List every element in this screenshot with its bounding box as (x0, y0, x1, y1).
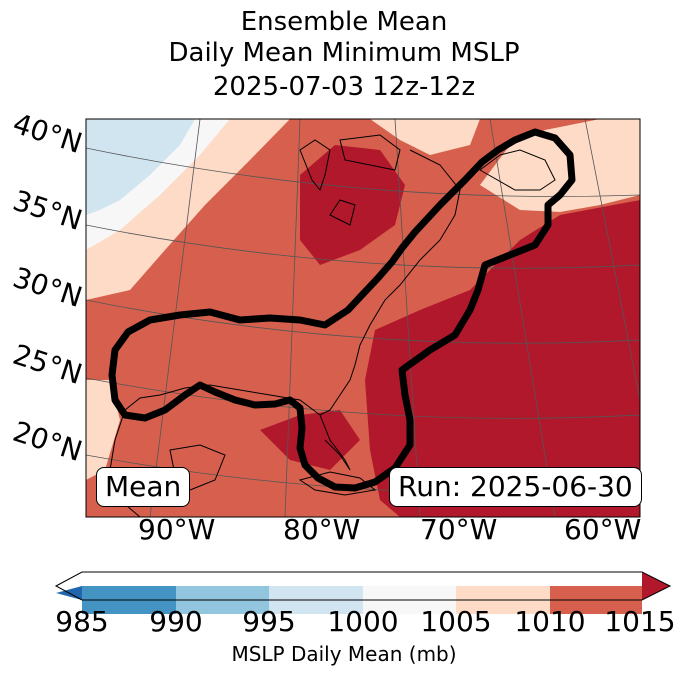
title-line-1: Ensemble Mean (240, 7, 448, 37)
region-outline (108, 128, 576, 492)
colorbar-tick-985: 985 (55, 605, 109, 638)
field-1015-florida (260, 410, 360, 470)
lon-label-80w: 80°W (283, 513, 361, 546)
colorbar (54, 571, 672, 614)
colorbar-tick-1005: 1005 (420, 605, 492, 638)
field-1015-ocean (365, 200, 640, 517)
lon-label-60w: 60°W (564, 513, 642, 546)
colorbar-tick-1000: 1000 (327, 605, 399, 638)
lon-label-90w: 90°W (138, 513, 216, 546)
field-995-1000 (86, 119, 195, 215)
field-1015-lakes (300, 145, 405, 265)
title-line-3: 2025-07-03 12z-12z (212, 72, 476, 102)
title-line-2: Daily Mean Minimum MSLP (168, 38, 520, 68)
field-1005-1010-north (370, 119, 480, 155)
run-date-box: Run: 2025-06-30 (389, 467, 642, 507)
map-panel (86, 119, 640, 517)
colorbar-extend-high (642, 572, 670, 600)
colorbar-label: MSLP Daily Mean (mb) (231, 642, 457, 666)
mean-label-box: Mean (96, 467, 191, 507)
map-frame (85, 118, 641, 518)
colorbar-tick-995: 995 (242, 605, 296, 638)
colorbar-outline (54, 571, 672, 601)
lon-label-70w: 70°W (420, 513, 498, 546)
field-1005-1010-west (86, 380, 120, 480)
colorbar-tick-1015: 1015 (604, 605, 676, 638)
colorbar-tick-1010: 1010 (514, 605, 586, 638)
colorbar-tick-990: 990 (149, 605, 203, 638)
field-1005-1010-ne (480, 119, 640, 212)
coastlines (109, 134, 556, 517)
